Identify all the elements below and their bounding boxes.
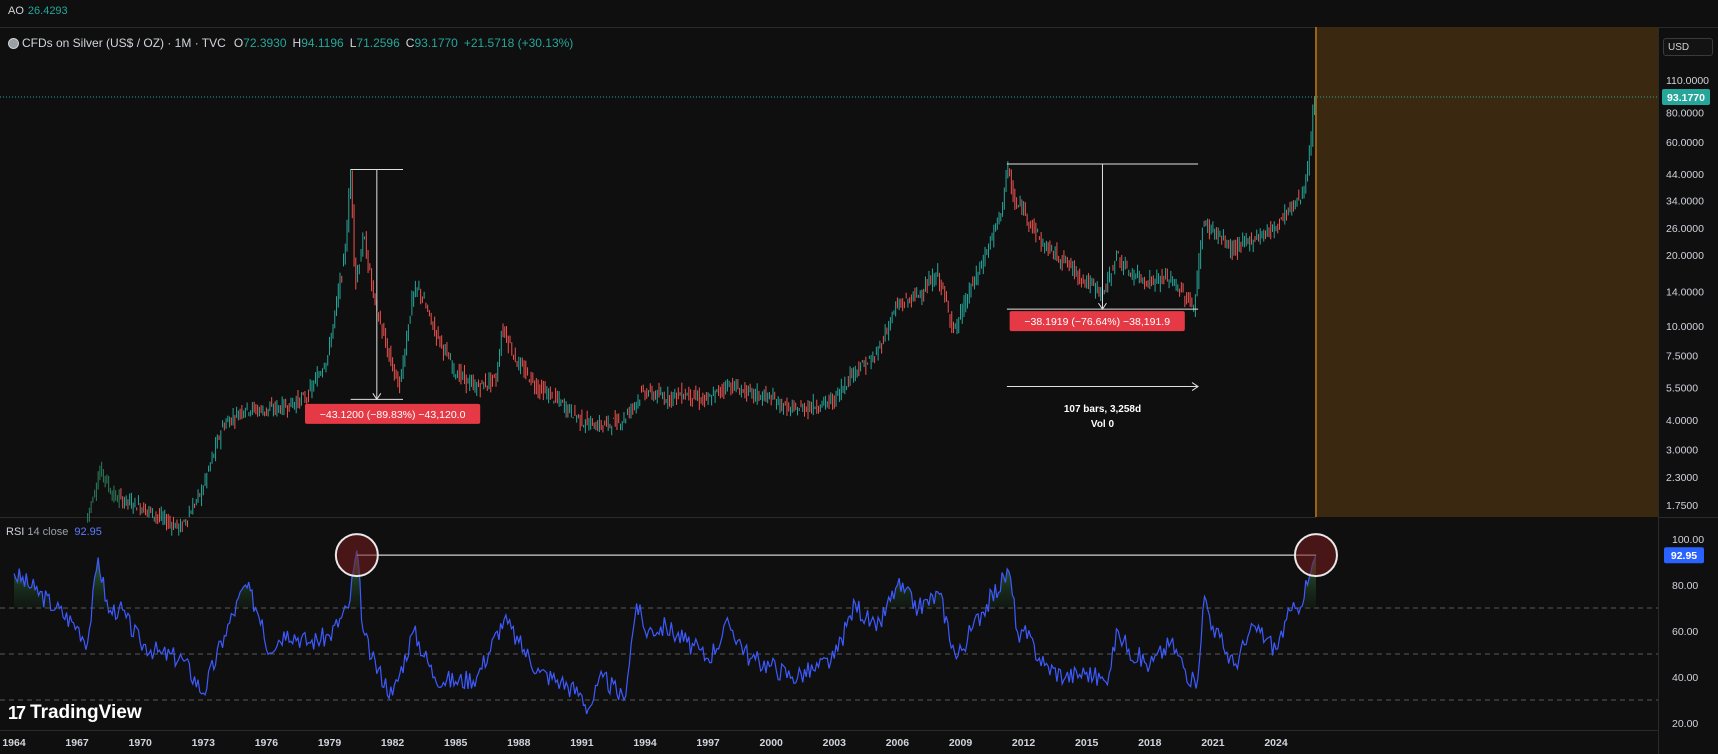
time-axis-tick: 1979 [318, 737, 342, 749]
open-label: O [233, 36, 244, 50]
rsi-axis-tick: 100.00 [1672, 534, 1704, 546]
time-axis-tick: 1970 [129, 737, 153, 749]
time-axis-tick: 1964 [2, 737, 26, 749]
time-axis-tick: 1967 [65, 737, 89, 749]
price-axis-tick: 3.0000 [1666, 445, 1698, 457]
tradingview-logo-text: TradingView [30, 702, 142, 723]
price-axis-tick: 80.0000 [1666, 108, 1704, 120]
ao-label: AO [8, 5, 24, 17]
last-price-badge-text: 93.1770 [1667, 92, 1705, 104]
rsi-name: RSI [6, 526, 25, 538]
measure-label-text: −43.1200 (−89.83%) −43,120.0 [320, 409, 466, 421]
rsi-line [13, 550, 1317, 715]
measure-arrow-head [1098, 302, 1107, 311]
rsi-highlight-circle[interactable] [1293, 533, 1338, 578]
projection-zone [1315, 27, 1658, 517]
time-axis-tick: 1997 [696, 737, 720, 749]
price-axis-tick: 14.0000 [1666, 287, 1704, 299]
silver-coin-icon [8, 37, 19, 49]
time-axis-tick: 1982 [381, 737, 405, 749]
range-volume-text: Vol 0 [1091, 419, 1115, 430]
rsi-value: 92.95 [74, 526, 102, 538]
rsi-axis-tick: 20.00 [1672, 718, 1698, 730]
rsi-axis-tick: 60.00 [1672, 626, 1698, 638]
open-value: 72.3930 [243, 36, 287, 50]
price-axis-tick: 34.0000 [1666, 196, 1704, 208]
last-price-badge [1662, 89, 1710, 106]
change-value: +21.5718 (+30.13%) [463, 36, 574, 50]
currency-button[interactable]: USD [1663, 38, 1713, 56]
ao-indicator-legend[interactable]: AO 26.4293 [8, 5, 68, 17]
close-value: 93.1770 [414, 36, 458, 50]
time-axis-tick: 1988 [507, 737, 531, 749]
measure-label-text: −38.1919 (−76.64%) −38,191.9 [1024, 316, 1170, 328]
rsi-value-badge [1664, 547, 1704, 564]
symbol-title: CFDs on Silver (US$ / OZ) · 1M · TVC [22, 36, 226, 50]
measure-arrow-head [372, 393, 382, 401]
time-axis-tick: 2015 [1075, 737, 1099, 749]
high-value: 94.1196 [301, 36, 344, 50]
rsi-value-badge-text: 92.95 [1671, 550, 1697, 562]
rsi-overbought-fill [14, 550, 1316, 608]
range-bars-text: 107 bars, 3,258d [1064, 404, 1141, 415]
high-label: H [292, 36, 302, 50]
price-axis-tick: 4.0000 [1666, 415, 1698, 427]
projection-zone-rsi-clear [1315, 517, 1658, 730]
ao-value: 26.4293 [27, 5, 68, 17]
price-axis-tick: 26.0000 [1666, 223, 1704, 235]
measure-label-box[interactable] [1009, 311, 1185, 332]
time-axis-tick: 1985 [444, 737, 468, 749]
time-axis-tick: 1994 [633, 737, 657, 749]
range-arrow-head [1191, 382, 1199, 391]
time-axis-tick: 1976 [255, 737, 279, 749]
time-axis-tick: 2021 [1201, 737, 1225, 749]
price-axis-tick: 5.5000 [1666, 382, 1698, 394]
time-axis-tick: 1991 [570, 737, 594, 749]
price-axis-tick: 60.0000 [1666, 137, 1704, 149]
tradingview-logo[interactable]: 17 TradingView [8, 702, 142, 724]
price-axis-tick: 1.7500 [1666, 500, 1698, 512]
rsi-params: 14 close [27, 526, 69, 538]
time-axis-tick: 2012 [1012, 737, 1036, 749]
price-axis-tick: 44.0000 [1666, 169, 1704, 181]
time-axis-tick: 1973 [192, 737, 216, 749]
price-axis-tick: 2.3000 [1666, 472, 1698, 484]
time-axis-tick: 2003 [823, 737, 847, 749]
price-axis-tick: 20.0000 [1666, 250, 1704, 262]
price-axis-tick: 10.0000 [1666, 321, 1704, 333]
symbol-legend[interactable]: CFDs on Silver (US$ / OZ) · 1M · TVC O 72… [8, 36, 579, 50]
time-axis-tick: 2006 [886, 737, 910, 749]
low-value: 71.2596 [356, 36, 400, 50]
close-label: C [405, 36, 415, 50]
rsi-axis-tick: 40.00 [1672, 672, 1698, 684]
tradingview-logo-icon: 17 [8, 702, 26, 723]
low-label: L [349, 36, 357, 50]
price-axis-tick: 7.5000 [1666, 351, 1698, 363]
rsi-axis-tick: 80.00 [1672, 580, 1698, 592]
measure-label-box[interactable] [305, 403, 481, 424]
time-axis-tick: 2018 [1138, 737, 1162, 749]
time-axis-tick: 2024 [1264, 737, 1288, 749]
time-axis-tick: 2000 [760, 737, 784, 749]
time-axis-tick: 2009 [949, 737, 973, 749]
rsi-highlight-circle[interactable] [334, 533, 379, 578]
rsi-legend[interactable]: RSI 14 close 92.95 [6, 526, 102, 538]
price-axis-tick: 110.0000 [1666, 75, 1709, 87]
